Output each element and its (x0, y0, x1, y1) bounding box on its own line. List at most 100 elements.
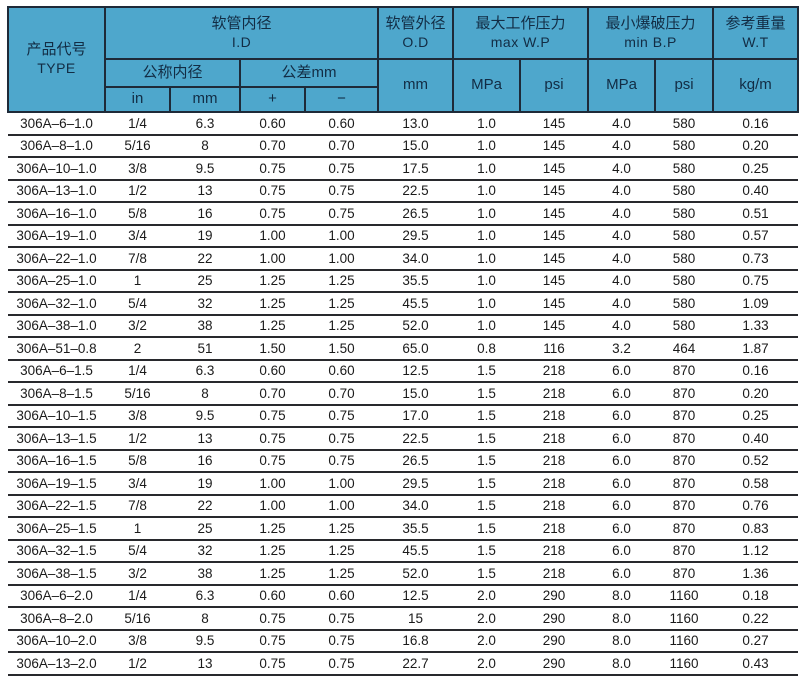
cell-od-mm: 12.5 (378, 584, 454, 608)
header-unit-tol-plus: + (239, 86, 306, 113)
cell-wt-kgm: 1.36 (713, 562, 799, 586)
cell-od-mm: 12.5 (378, 359, 454, 383)
cell-min-bp-mpa: 6.0 (588, 404, 656, 428)
header-inner-diameter: 软管内径 I.D (103, 6, 380, 60)
cell-type: 306A–13–1.5 (8, 427, 105, 451)
cell-tol-plus: 1.50 (240, 337, 305, 361)
cell-id-mm: 6.3 (170, 359, 240, 383)
cell-tol-minus: 0.75 (305, 179, 379, 203)
cell-id-in: 3/2 (105, 562, 170, 586)
cell-wt-kgm: 0.20 (713, 134, 799, 158)
cell-min-bp-psi: 580 (655, 157, 714, 181)
cell-tol-minus: 0.75 (305, 652, 379, 676)
cell-type: 306A–22–1.5 (8, 494, 105, 518)
cell-tol-plus: 1.25 (240, 269, 305, 293)
table-row: 306A–16–1.0 5/8 16 0.75 0.75 26.5 1.0 145 4.0 580… (8, 202, 799, 226)
cell-type: 306A–32–1.5 (8, 539, 105, 563)
cell-min-bp-psi: 870 (655, 427, 714, 451)
cell-type: 306A–32–1.0 (8, 292, 105, 316)
cell-id-mm: 6.3 (170, 584, 240, 608)
cell-type: 306A–8–2.0 (8, 607, 105, 631)
cell-wt-kgm: 1.09 (713, 292, 799, 316)
table-row: 306A–8–1.5 5/16 8 0.70 0.70 15.0 1.5 218 6.0 870 0… (8, 382, 799, 406)
cell-id-in: 1/2 (105, 427, 170, 451)
cell-tol-minus: 0.75 (305, 629, 379, 653)
cell-od-mm: 26.5 (378, 449, 454, 473)
cell-tol-plus: 0.75 (240, 427, 305, 451)
cell-min-bp-psi: 580 (655, 247, 714, 271)
cell-min-bp-mpa: 4.0 (588, 157, 656, 181)
cell-wt-kgm: 0.22 (713, 607, 799, 631)
header-outer-diameter-zh: 软管外径 (385, 14, 446, 32)
cell-max-wp-mpa: 1.5 (453, 427, 521, 451)
cell-min-bp-psi: 580 (655, 224, 714, 248)
cell-tol-minus: 1.25 (305, 517, 379, 541)
cell-max-wp-mpa: 1.0 (453, 247, 521, 271)
cell-od-mm: 34.0 (378, 494, 454, 518)
cell-tol-minus: 0.60 (305, 112, 379, 136)
table-row: 306A–6–1.5 1/4 6.3 0.60 0.60 12.5 1.5 218 6.0 870… (8, 359, 799, 383)
cell-min-bp-mpa: 8.0 (588, 629, 656, 653)
cell-max-wp-psi: 145 (520, 224, 589, 248)
cell-max-wp-psi: 218 (520, 427, 589, 451)
cell-max-wp-mpa: 1.0 (453, 157, 521, 181)
cell-min-bp-psi: 1160 (655, 584, 714, 608)
cell-tol-minus: 1.50 (305, 337, 379, 361)
cell-max-wp-mpa: 2.0 (453, 652, 521, 676)
cell-max-wp-psi: 145 (520, 179, 589, 203)
table-row: 306A–22–1.5 7/8 22 1.00 1.00 34.0 1.5 218 6.0 870… (8, 494, 799, 518)
header-max-wp-zh: 最大工作压力 (475, 14, 566, 32)
cell-min-bp-psi: 580 (655, 112, 714, 136)
cell-min-bp-mpa: 6.0 (588, 562, 656, 586)
cell-type: 306A–22–1.0 (8, 247, 105, 271)
cell-type: 306A–19–1.0 (8, 224, 105, 248)
cell-id-in: 7/8 (105, 247, 170, 271)
cell-od-mm: 35.5 (378, 517, 454, 541)
cell-id-mm: 19 (170, 472, 240, 496)
cell-type: 306A–10–1.5 (8, 404, 105, 428)
cell-id-in: 1/2 (105, 179, 170, 203)
header-min-bp-en: min B.P (624, 33, 677, 50)
cell-id-mm: 22 (170, 494, 240, 518)
cell-max-wp-mpa: 1.5 (453, 359, 521, 383)
cell-min-bp-psi: 580 (655, 314, 714, 338)
cell-tol-plus: 0.75 (240, 652, 305, 676)
cell-od-mm: 15.0 (378, 134, 454, 158)
cell-id-mm: 6.3 (170, 112, 240, 136)
cell-wt-kgm: 0.83 (713, 517, 799, 541)
cell-wt-kgm: 0.52 (713, 449, 799, 473)
cell-min-bp-mpa: 6.0 (588, 359, 656, 383)
cell-id-in: 1 (105, 269, 170, 293)
table-row: 306A–10–1.5 3/8 9.5 0.75 0.75 17.0 1.5 218 6.0 87… (8, 404, 799, 428)
cell-tol-plus: 1.25 (240, 292, 305, 316)
table-row: 306A–6–1.0 1/4 6.3 0.60 0.60 13.0 1.0 145 4.0 580… (8, 112, 799, 136)
cell-type: 306A–10–2.0 (8, 629, 105, 653)
cell-min-bp-mpa: 6.0 (588, 539, 656, 563)
cell-tol-plus: 1.25 (240, 562, 305, 586)
cell-type: 306A–6–2.0 (8, 584, 105, 608)
cell-tol-minus: 0.75 (305, 202, 379, 226)
cell-max-wp-psi: 145 (520, 247, 589, 271)
cell-tol-minus: 0.60 (305, 584, 379, 608)
header-inner-diameter-en: I.D (231, 33, 252, 50)
cell-id-mm: 38 (170, 562, 240, 586)
cell-id-mm: 32 (170, 539, 240, 563)
table-row: 306A–13–1.5 1/2 13 0.75 0.75 22.5 1.5 218 6.0 870… (8, 427, 799, 451)
header-max-wp-en: max W.P (490, 33, 551, 50)
cell-tol-minus: 0.70 (305, 134, 379, 158)
cell-id-in: 3/8 (105, 404, 170, 428)
cell-min-bp-mpa: 4.0 (588, 247, 656, 271)
cell-max-wp-mpa: 2.0 (453, 584, 521, 608)
cell-id-in: 1/4 (105, 359, 170, 383)
cell-min-bp-mpa: 6.0 (588, 382, 656, 406)
cell-id-in: 1/2 (105, 652, 170, 676)
table-row: 306A–32–1.0 5/4 32 1.25 1.25 45.5 1.0 145 4.0 580… (8, 292, 799, 316)
cell-od-mm: 22.5 (378, 427, 454, 451)
table-header: 产品代号 TYPE 软管内径 I.D 软管外径 O.D 最大工作压力 max W… (7, 6, 800, 113)
table-row: 306A–32–1.5 5/4 32 1.25 1.25 45.5 1.5 218 6.0 870… (8, 539, 799, 563)
cell-max-wp-mpa: 1.5 (453, 517, 521, 541)
cell-id-mm: 16 (170, 202, 240, 226)
cell-id-mm: 8 (170, 382, 240, 406)
table-row: 306A–16–1.5 5/8 16 0.75 0.75 26.5 1.5 218 6.0 870… (8, 449, 799, 473)
